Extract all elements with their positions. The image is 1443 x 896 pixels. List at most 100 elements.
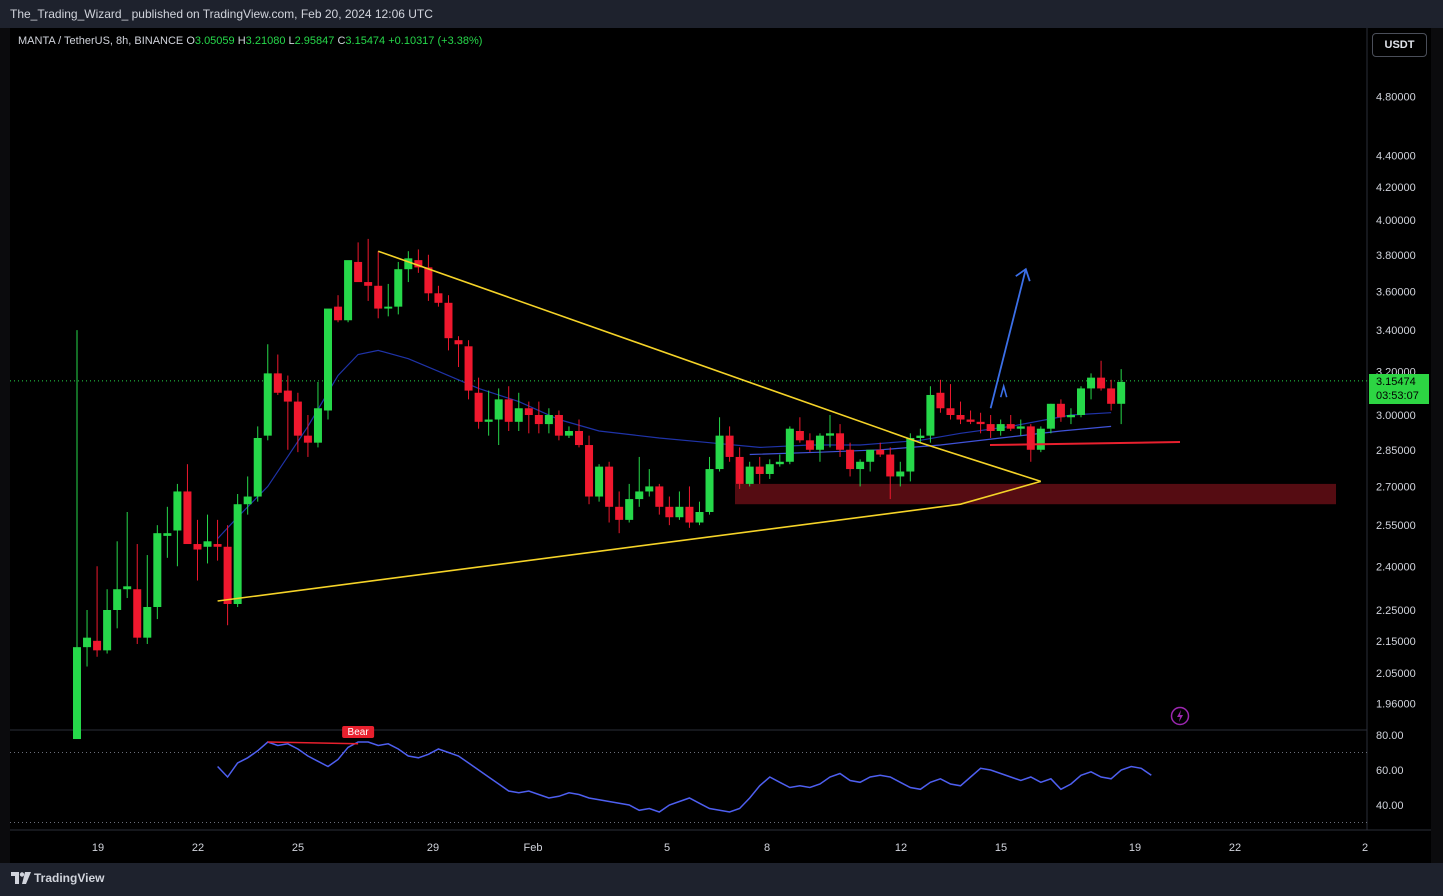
candle-body	[1036, 428, 1045, 450]
change-value: +0.10317 (+3.38%)	[388, 35, 483, 47]
price-tick-label: 4.00000	[1376, 215, 1416, 227]
divergence-line	[267, 741, 359, 745]
close-label: C	[337, 35, 346, 47]
symbol-legend[interactable]: MANTA / TetherUS, 8h, BINANCE O3.05059 H…	[18, 35, 482, 47]
high-label: H	[237, 35, 246, 47]
price-tick-label: 3.80000	[1376, 250, 1416, 262]
candle-body	[645, 486, 654, 492]
candle-body	[484, 419, 493, 422]
candle-body	[856, 461, 865, 470]
candle-body	[514, 408, 523, 422]
candle-body	[906, 437, 915, 472]
oscillator-tick-label: 60.00	[1376, 765, 1404, 777]
candle-body	[886, 454, 895, 477]
time-tick-label: 22	[192, 842, 204, 854]
candle-body	[575, 431, 583, 446]
candle-body	[153, 533, 162, 607]
symbol-name: MANTA / TetherUS, 8h, BINANCE	[18, 35, 184, 47]
candle-body	[394, 269, 403, 307]
price-tick-label: 4.40000	[1376, 150, 1416, 162]
candle-body	[283, 390, 292, 402]
candle-body	[595, 466, 604, 497]
price-tick-label: 2.70000	[1376, 481, 1416, 493]
candle-body	[73, 647, 81, 740]
price-tick-label: 4.20000	[1376, 182, 1416, 194]
candle-body	[344, 260, 353, 321]
high-value: 3.21080	[245, 35, 286, 47]
triangle-lower-trendline	[217, 480, 1042, 602]
candle-body	[625, 499, 634, 520]
bear-badge	[342, 726, 375, 738]
candle-body	[836, 433, 845, 450]
candle-body	[564, 431, 573, 436]
candle-body	[263, 373, 272, 436]
price-tick-label: 2.15000	[1376, 636, 1416, 648]
candle-body	[434, 293, 443, 303]
candle-body	[996, 424, 1005, 432]
oscillator-tick-label: 80.00	[1376, 730, 1404, 742]
candle-body	[223, 546, 232, 605]
breakout-arrow	[999, 383, 1008, 398]
candle-body	[715, 435, 724, 470]
candle-body	[805, 440, 814, 450]
candle-body	[1006, 424, 1015, 429]
candle-body	[655, 486, 664, 507]
candle-body	[815, 435, 824, 450]
tradingview-logo-icon[interactable]	[11, 872, 31, 884]
price-tick-label: 4.80000	[1376, 91, 1416, 103]
price-tick-label: 3.60000	[1376, 286, 1416, 298]
candle-body	[123, 586, 132, 590]
candle-body	[293, 401, 302, 436]
candle-body	[966, 419, 975, 422]
triangle-upper-trendline	[377, 250, 1042, 483]
time-tick-label: 12	[895, 842, 907, 854]
support-zone	[735, 483, 1336, 505]
candle-body	[113, 589, 122, 610]
close-value: 3.15474	[345, 35, 386, 47]
candle-body	[93, 640, 102, 651]
time-tick-label: 2	[1362, 842, 1368, 854]
candle-body	[755, 466, 764, 474]
candle-body	[705, 469, 714, 512]
candle-body	[143, 606, 152, 638]
time-tick-label: 15	[995, 842, 1007, 854]
candle-body	[745, 466, 754, 484]
price-tick-label: 2.25000	[1376, 605, 1416, 617]
time-tick-label: 25	[292, 842, 304, 854]
oscillator-tick-label: 40.00	[1376, 800, 1404, 812]
time-tick-label: 5	[664, 842, 670, 854]
tradingview-brand: TradingView	[34, 871, 105, 885]
candle-body	[1066, 415, 1075, 418]
candle-body	[725, 435, 734, 457]
candle-body	[554, 415, 563, 436]
candle-body	[474, 392, 483, 422]
candle-body	[364, 282, 373, 286]
candle-body	[1016, 426, 1025, 429]
candle-body	[866, 449, 875, 462]
time-tick-label: 19	[1129, 842, 1141, 854]
candle-body	[665, 506, 674, 518]
candle-body	[544, 415, 553, 425]
currency-button[interactable]: USDT	[1372, 33, 1427, 57]
candle-body	[203, 541, 212, 547]
candle-body	[986, 424, 995, 432]
candle-body	[976, 421, 985, 425]
candle-body	[173, 491, 182, 531]
bottom-bar	[0, 863, 1443, 896]
candle-body	[103, 610, 112, 651]
last-price-value: 3.15474	[1376, 376, 1416, 388]
price-tick-label: 3.40000	[1376, 325, 1416, 337]
candle-body	[253, 437, 262, 497]
candle-body	[956, 415, 965, 420]
price-tick-label: 2.05000	[1376, 668, 1416, 680]
candle-body	[504, 399, 513, 422]
low-label: L	[288, 35, 295, 47]
lightning-icon[interactable]	[1170, 706, 1190, 726]
top-bar: The_Trading_Wizard_ published on Trading…	[0, 0, 1443, 28]
candle-body	[524, 408, 533, 415]
candle-body	[896, 471, 905, 477]
candle-body	[585, 445, 594, 497]
projection-arrowhead	[1015, 267, 1031, 282]
candle-body	[1077, 388, 1085, 415]
